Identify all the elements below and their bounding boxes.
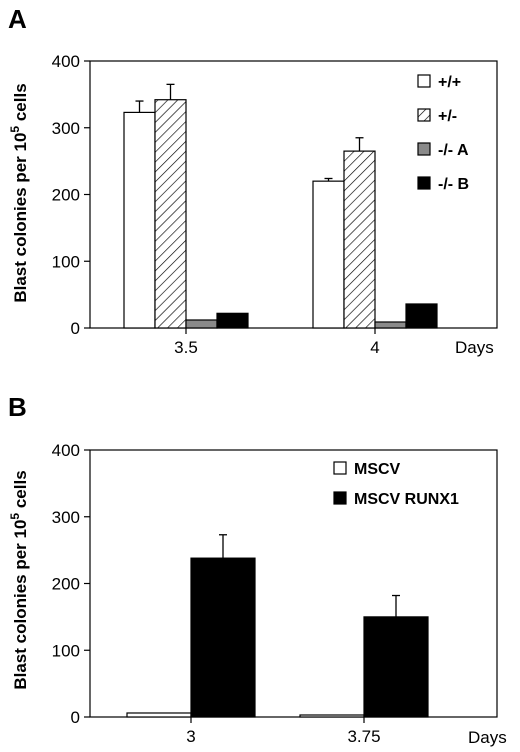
svg-text:Blast colonies per 105 cells: Blast colonies per 105 cells [8, 470, 30, 689]
panel-b-ytick-label: 200 [52, 575, 80, 594]
panel-b-ytick-label: 100 [52, 641, 80, 660]
panel-a: A Blast colonies per 105 cells 0 100 200 30… [8, 4, 498, 357]
panel-b-ylabel-sup: 5 [8, 513, 22, 520]
panel-a-bars [123, 83, 438, 329]
panel-b-legend-swatch [333, 461, 347, 475]
panel-a-bar [154, 99, 187, 329]
panel-b-bar [363, 616, 429, 718]
panel-a-legend-swatch [417, 142, 431, 156]
panel-b-legend-label: MSCV [354, 461, 401, 478]
panel-a-bar [312, 180, 345, 329]
panel-a-bar [405, 303, 438, 329]
panel-b-bar [126, 712, 192, 718]
panel-b-ylabel-tail: cells [11, 470, 30, 513]
panel-a-ylabel-tail: cells [11, 83, 30, 126]
panel-a-ytick-label: 300 [52, 119, 80, 138]
panel-a-legend-label: +/+ [438, 74, 461, 91]
panel-b-xlabel: Days [468, 728, 507, 747]
panel-a-ylabel: Blast colonies per 105 cells [8, 83, 30, 302]
panel-b-ytick-label: 300 [52, 508, 80, 527]
panel-b-ytick-label: 400 [52, 441, 80, 460]
panel-a-ytick-label: 200 [52, 186, 80, 205]
panel-a-ytick-label: 400 [52, 52, 80, 71]
panel-a-letter: A [8, 4, 27, 34]
panel-a-bar [216, 312, 249, 329]
panel-b-ytick-label: 0 [71, 708, 80, 727]
panel-a-xtick-label: 4 [370, 338, 379, 357]
panel-a-xlabel: Days [455, 338, 494, 357]
panel-a-legend-label: +/- [438, 108, 457, 125]
panel-b-bar [299, 714, 365, 718]
panel-a-ytick-label: 0 [71, 319, 80, 338]
panel-b-ylabel: Blast colonies per 105 cells [8, 470, 30, 689]
panel-a-axes: 0 100 200 300 400 3.5 4 [52, 52, 498, 357]
panel-b-axes: 0 100 200 300 400 3 3.75 [52, 441, 498, 746]
panel-b-xtick-label: 3 [186, 727, 195, 746]
panel-a-bar [374, 321, 407, 329]
panel-b-letter: B [8, 392, 27, 422]
panel-a-ytick-label: 100 [52, 252, 80, 271]
panel-a-legend-swatch [417, 176, 431, 190]
panel-b-bar [190, 557, 256, 718]
panel-a-bar [123, 111, 156, 329]
panel-b-xtick-label: 3.75 [347, 727, 380, 746]
panel-b: B Blast colonies per 105 cells 0 100 200 30… [8, 392, 507, 747]
panel-a-bar [185, 319, 218, 329]
panel-a-legend-label: -/- B [438, 176, 469, 193]
panel-b-legend-swatch [333, 491, 347, 505]
panel-a-legend-label: -/- A [438, 142, 469, 159]
svg-text:Blast colonies per 105 cells: Blast colonies per 105 cells [8, 83, 30, 302]
panel-b-legend: MSCV MSCV RUNX1 [333, 461, 459, 508]
panel-a-bar [343, 150, 376, 329]
panel-a-legend-swatch [417, 108, 431, 122]
panel-b-ylabel-main: Blast colonies per 10 [11, 520, 30, 690]
panel-b-legend-label: MSCV RUNX1 [354, 491, 459, 508]
panel-a-legend: +/+ +/- -/- A -/- B [417, 74, 469, 193]
panel-b-bars [126, 534, 429, 718]
panel-a-xtick-label: 3.5 [174, 338, 198, 357]
panel-a-ylabel-main: Blast colonies per 10 [11, 133, 30, 303]
panel-a-legend-swatch [417, 74, 431, 88]
panel-a-ylabel-sup: 5 [8, 126, 22, 133]
